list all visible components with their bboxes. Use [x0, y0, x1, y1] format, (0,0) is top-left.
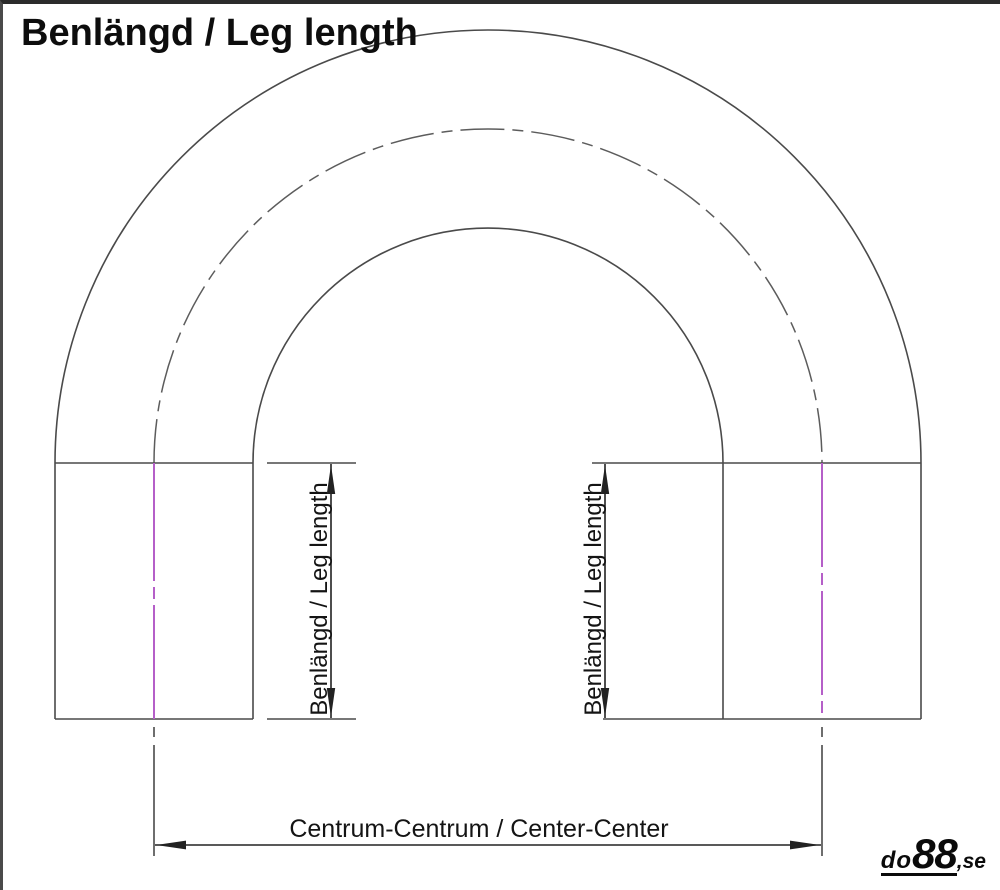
outer-arc: [54, 29, 922, 464]
right-dimension-arrow-down: [600, 688, 610, 717]
inner-arc: [252, 227, 724, 464]
page-title: Benlängd / Leg length: [21, 12, 418, 54]
right-dimension-arrow-up: [600, 465, 610, 494]
logo-do-text: do: [880, 847, 913, 874]
center-center-dimension-label: Centrum-Centrum / Center-Center: [289, 815, 669, 843]
center-dimension-arrow-left: [156, 840, 186, 850]
logo-se-text: ,se: [956, 850, 986, 873]
center-dimension-arrow-right: [790, 840, 820, 850]
left-dimension-arrow-up: [326, 465, 336, 494]
left-dimension-arrow-down: [326, 688, 336, 717]
logo-88-text: 88: [912, 830, 958, 877]
brand-logo: do88,se: [880, 830, 986, 878]
right-leg-dimension-label: Benlängd / Leg length: [580, 482, 607, 716]
centerline-arc: [153, 128, 823, 464]
left-leg-dimension-label: Benlängd / Leg length: [306, 482, 333, 716]
